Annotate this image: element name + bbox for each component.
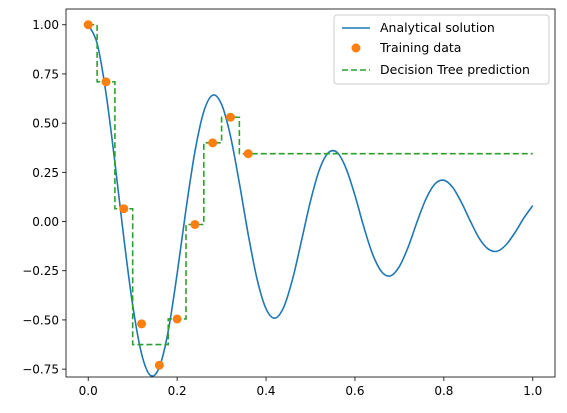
y-tick-label: 0.25 (32, 166, 59, 180)
legend-label-decision-tree-prediction: Decision Tree prediction (380, 62, 530, 77)
training-data-point (172, 314, 182, 324)
ticks-layer: 0.0 0.2 0.4 0.6 0.8 1.0 −0.75 −0.50 −0.25 0.00 0.2… (22, 18, 542, 398)
legend-label-analytical-solution: Analytical solution (380, 20, 495, 35)
legend-box (333, 14, 550, 85)
training-data-point (208, 138, 218, 148)
x-tick-label: 0.0 (79, 384, 98, 398)
x-tick-label: 1.0 (523, 384, 542, 398)
y-tick-label: −0.25 (22, 264, 59, 278)
x-tick-label: 0.8 (434, 384, 453, 398)
x-tick-label: 0.6 (345, 384, 364, 398)
legend-swatch-training-data (351, 43, 361, 53)
legend-label-training-data: Training data (379, 40, 461, 55)
y-tick-label: 0.75 (32, 67, 59, 81)
training-data-point (83, 20, 93, 30)
training-data-point (101, 77, 111, 87)
y-tick-label: 1.00 (32, 18, 59, 32)
y-tick-label: 0.00 (32, 215, 59, 229)
y-tick-label: 0.50 (32, 117, 59, 131)
y-tick-label: −0.50 (22, 313, 59, 327)
x-tick-label: 0.2 (168, 384, 187, 398)
training-data-point (137, 319, 147, 329)
x-tick-label: 0.4 (256, 384, 275, 398)
training-data-point (190, 219, 200, 229)
y-tick-label: −0.75 (22, 363, 59, 377)
plot-frame (65, 8, 556, 378)
training-data-point (225, 112, 235, 122)
series-layer (83, 20, 534, 377)
training-data-point (119, 204, 129, 214)
legend: Analytical solution Training data Decisi… (333, 14, 550, 85)
training-data-point (243, 149, 253, 159)
training-data-point (154, 360, 164, 370)
